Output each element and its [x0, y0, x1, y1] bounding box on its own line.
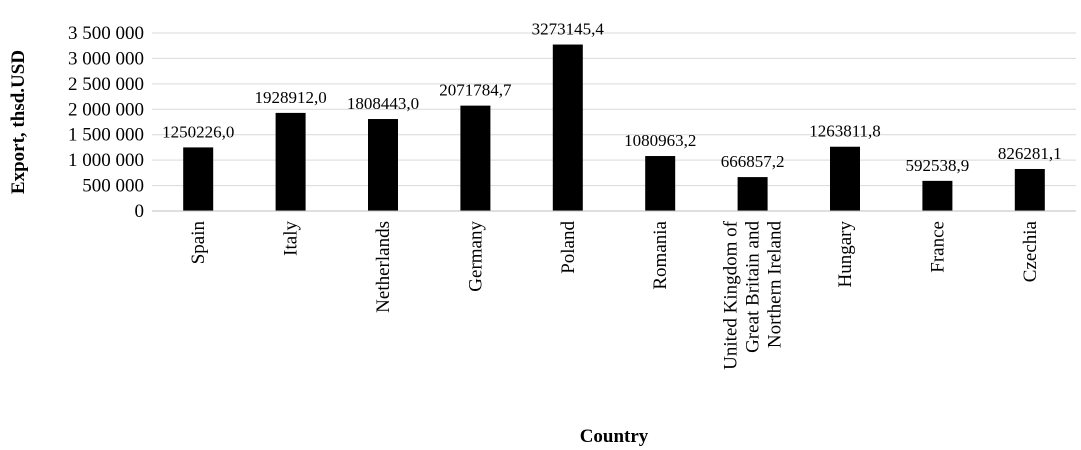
x-category-label: United Kingdom of — [721, 220, 742, 369]
data-labels: 1250226,0 1928912,0 1808443,0 2071784,7 3273… — [162, 20, 1062, 175]
data-label: 1250226,0 — [162, 122, 234, 141]
y-tick-label: 2 500 000 — [68, 74, 144, 95]
data-label: 1080963,2 — [624, 131, 696, 150]
bar — [830, 146, 860, 211]
bar — [552, 44, 583, 212]
data-label: 1263811,8 — [809, 122, 881, 141]
data-label: 666857,2 — [721, 152, 785, 171]
x-category-label: Italy — [281, 221, 302, 256]
x-category-label: Netherlands — [373, 221, 394, 313]
bar — [737, 177, 768, 211]
x-category-label: France — [927, 221, 948, 273]
bar — [645, 156, 676, 211]
x-category-label: Northern Ireland — [765, 221, 786, 349]
x-category-labels: Spain Italy Netherlands Germany Poland Romani… — [188, 220, 1041, 369]
data-label: 1928912,0 — [254, 88, 326, 107]
x-category-label: Romania — [650, 220, 671, 289]
x-category-label: Poland — [558, 221, 579, 274]
bar — [368, 119, 398, 211]
x-category-label: Czechia — [1020, 220, 1041, 282]
x-category-label: Great Britain and — [743, 221, 764, 353]
y-tick-label: 3 500 000 — [68, 23, 144, 44]
y-axis-title: Export, thsd.USD — [8, 50, 29, 194]
bar — [1014, 168, 1045, 211]
x-category-label: Germany — [465, 221, 486, 292]
y-tick-label: 1 000 000 — [68, 150, 144, 171]
data-label: 3273145,4 — [532, 20, 605, 39]
y-tick-label: 1 500 000 — [68, 125, 144, 146]
data-label: 826281,1 — [998, 144, 1062, 163]
bar — [183, 147, 214, 211]
y-tick-label: 500 000 — [82, 176, 144, 197]
x-category-label: Spain — [188, 221, 209, 265]
y-tick-label: 3 000 000 — [68, 48, 144, 69]
bar — [275, 112, 306, 211]
y-tick-label: 0 — [135, 201, 145, 222]
data-label: 592538,9 — [906, 156, 970, 175]
y-tick-label: 2 000 000 — [68, 99, 144, 120]
data-label: 2071784,7 — [439, 81, 512, 100]
gridlines — [152, 32, 1076, 187]
x-category-label: Hungary — [835, 221, 856, 288]
bar — [460, 105, 491, 211]
bar — [922, 180, 953, 211]
y-tick-labels: 0 500 000 1 000 000 1 500 000 2 000 000 2 500… — [68, 23, 144, 222]
bars — [183, 44, 1045, 212]
data-label: 1808443,0 — [347, 94, 419, 113]
x-axis-title: Country — [580, 426, 649, 447]
